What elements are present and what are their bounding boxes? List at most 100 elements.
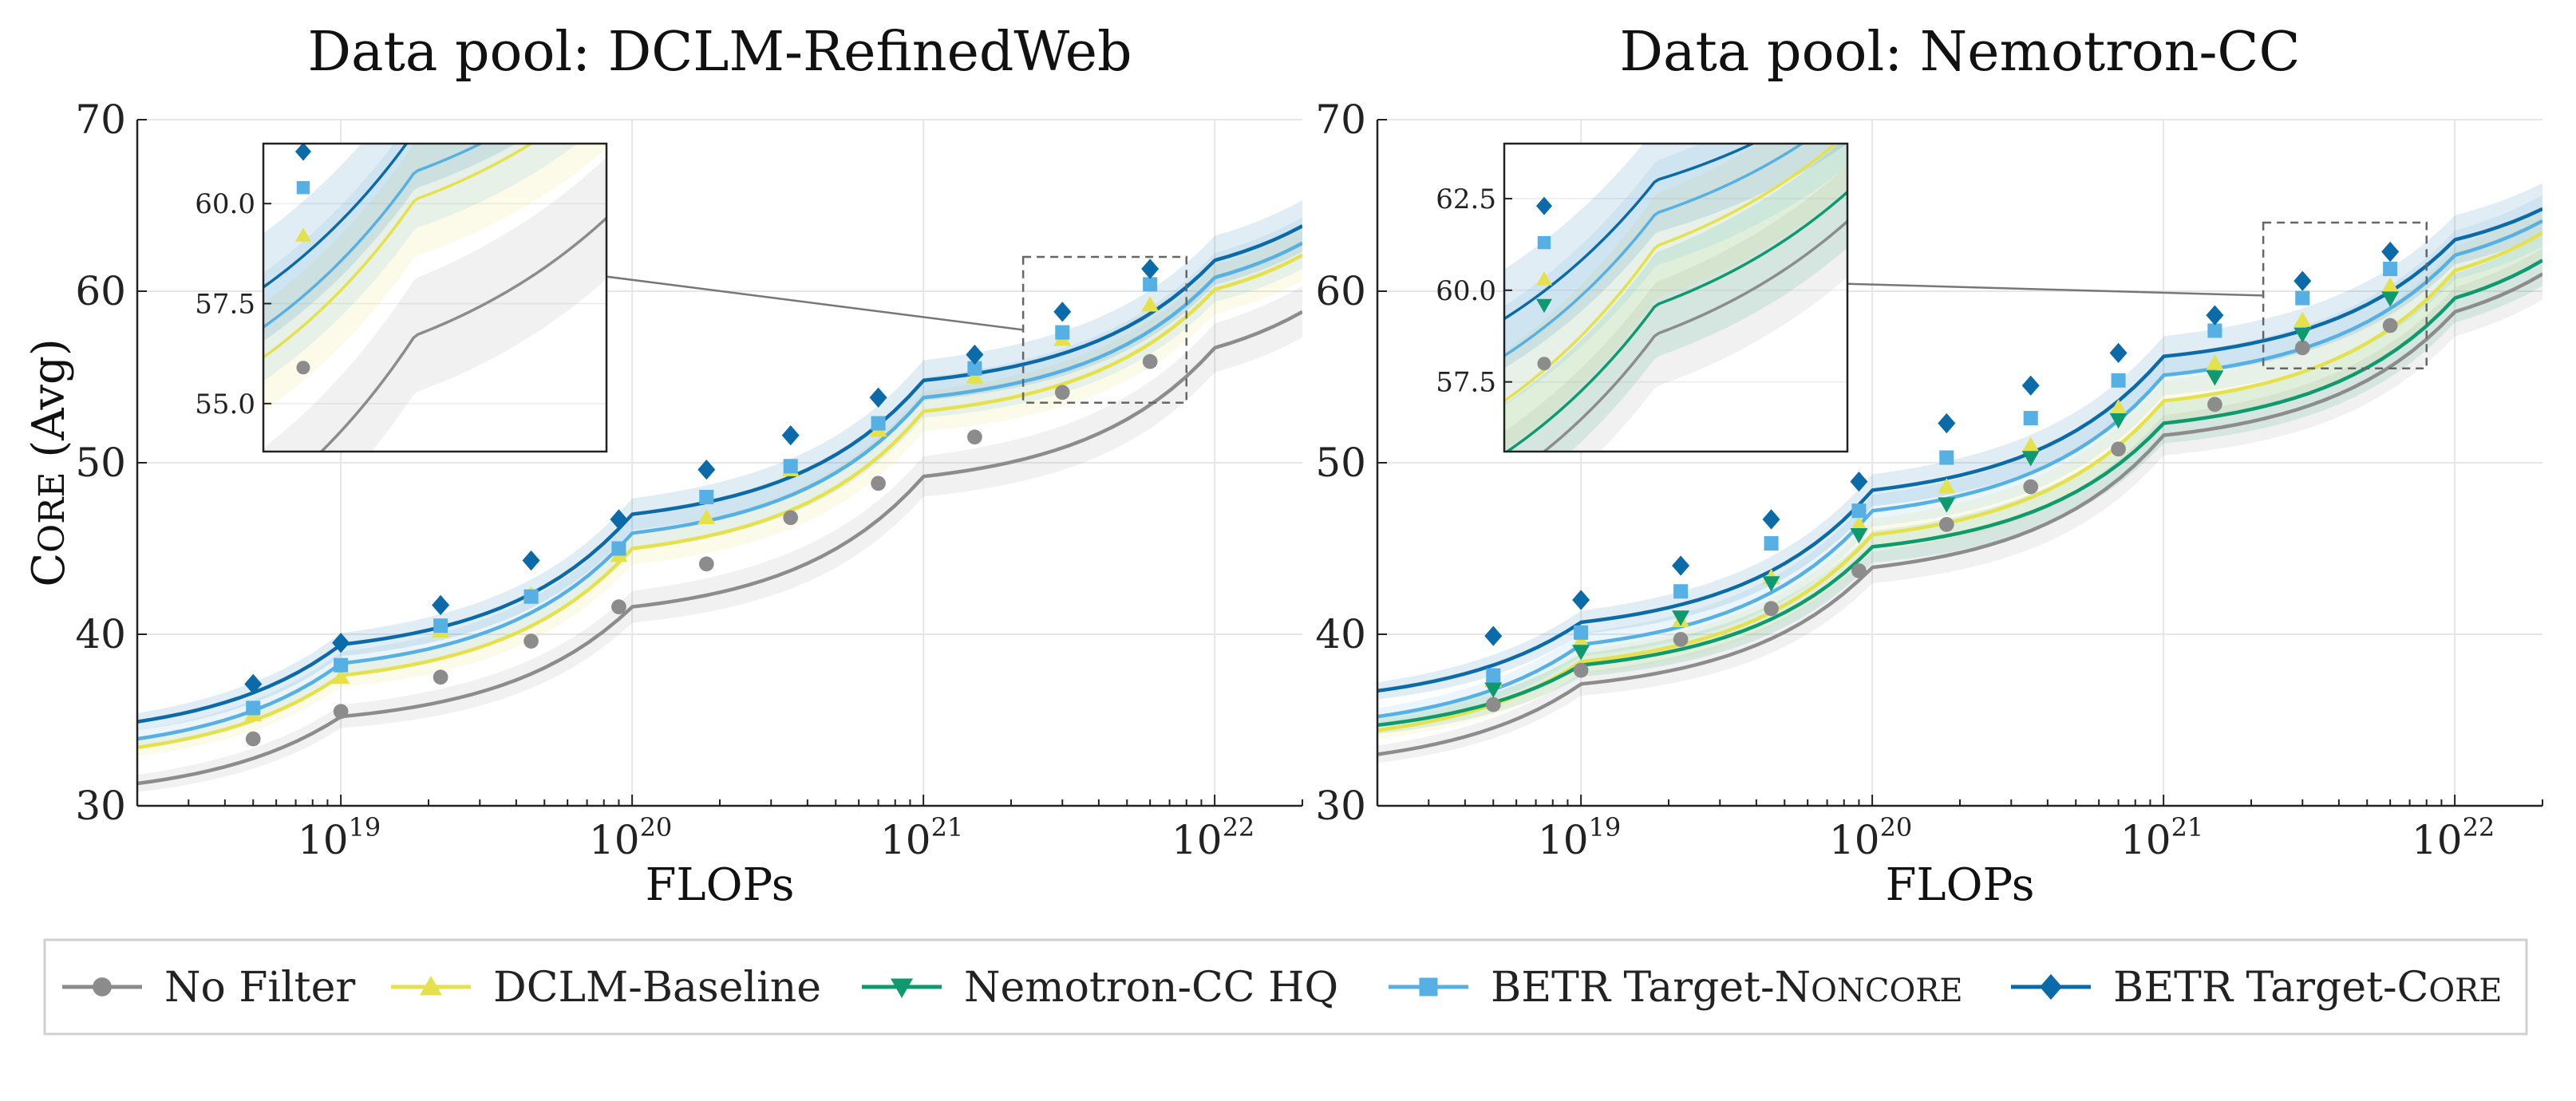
inset-y-tick-label: 57.5 — [1436, 367, 1496, 399]
y-tick-label: 70 — [75, 97, 126, 143]
data-point — [966, 368, 984, 384]
inset-fit-line — [1504, 191, 1847, 452]
data-point — [333, 704, 349, 720]
data-point — [433, 618, 448, 633]
inset-confidence-band — [1504, 165, 1847, 452]
x-tick-label: 1021 — [880, 812, 963, 863]
chart-panel-nemotron-cc: Data pool: Nemotron-CC 30 40 50 60 70 1019 102… — [1315, 21, 2543, 911]
fit-line — [137, 310, 1302, 786]
inset-fit-line — [263, 144, 409, 289]
inset-frame — [1503, 142, 1849, 453]
legend: No Filter DCLM-Baseline Nemotron-CC HQ BETR… — [43, 938, 2528, 1036]
tick-labels: 30 40 50 60 70 1019 1020 1021 1022 — [75, 97, 1254, 863]
data-point — [1574, 625, 1589, 640]
y-axis-label: CORE (Avg) — [23, 338, 75, 586]
y-tick-label: 70 — [1315, 97, 1366, 143]
fit-line — [1377, 219, 2542, 719]
data-point — [1142, 353, 1158, 369]
x-axis-label: FLOPs — [1886, 859, 2035, 911]
inset-frame — [262, 142, 608, 453]
data-point — [244, 673, 263, 694]
inset-fit-line — [263, 144, 484, 329]
legend-marker — [93, 977, 112, 996]
x-tick-label: 1020 — [589, 812, 672, 863]
data-point — [1485, 697, 1501, 712]
zoom-box — [606, 255, 1188, 404]
data-point — [783, 510, 799, 526]
data-point — [2207, 397, 2222, 412]
x-tick-label: 1020 — [1829, 812, 1912, 863]
data-point — [966, 344, 984, 365]
data-point — [2021, 436, 2040, 452]
data-point — [246, 700, 261, 716]
data-point — [1850, 472, 1868, 492]
y-tick-label: 50 — [1315, 440, 1366, 486]
data-point — [2023, 479, 2039, 495]
data-point — [1851, 563, 1867, 578]
data-point — [2381, 241, 2400, 262]
chart-title: Data pool: Nemotron-CC — [1620, 21, 2301, 84]
inset-data-point — [1537, 235, 1551, 250]
data-point — [697, 508, 716, 525]
inset-connector — [606, 275, 1024, 331]
inset-confidence-band — [263, 144, 516, 341]
inset-fit-line — [1504, 144, 1756, 321]
data-point — [1484, 682, 1503, 698]
inset: 55.0 57.5 60.0 — [195, 142, 608, 453]
inset-y-tick-label: 62.5 — [1436, 184, 1496, 215]
inset-data-point — [294, 144, 311, 161]
data-point — [2382, 318, 2398, 333]
inset-data-point — [296, 361, 310, 375]
legend-label: BETR Target-NONCORE — [1491, 964, 1963, 1012]
inset-y-tick-label: 60.0 — [1436, 275, 1496, 307]
inset-confidence-band — [1504, 144, 1847, 451]
data-point — [2206, 370, 2224, 386]
data-point — [2109, 413, 2128, 429]
inset-confidence-band — [263, 157, 606, 452]
data-point — [1850, 515, 1868, 531]
legend-label: DCLM-Baseline — [493, 964, 821, 1012]
fit-line — [137, 241, 1302, 741]
inset-data-point — [1535, 271, 1552, 286]
data-point — [2294, 340, 2310, 356]
inset-y-tick-label: 55.0 — [195, 389, 255, 420]
fit-line — [1377, 258, 2542, 728]
y-tick-label: 50 — [75, 440, 126, 486]
data-point — [1764, 536, 1779, 551]
data-point — [1143, 277, 1158, 292]
data-point — [1573, 662, 1589, 678]
data-point — [781, 424, 800, 446]
data-point — [1486, 668, 1501, 683]
inset-fit-line — [263, 144, 534, 359]
data-point — [1484, 625, 1503, 646]
x-tick-label: 1022 — [1171, 812, 1254, 863]
data-point — [432, 594, 450, 616]
axes — [1376, 119, 2543, 807]
x-tick-label: 1021 — [2120, 812, 2203, 863]
inset-y-tick-label: 57.5 — [195, 289, 255, 321]
fit-line — [137, 224, 1302, 724]
data-point — [1673, 632, 1689, 647]
data-point — [2021, 451, 2040, 467]
fit-lines — [1377, 207, 2542, 756]
y-tick-label: 60 — [75, 268, 126, 314]
data-point — [783, 459, 798, 474]
data-point — [523, 633, 539, 649]
data-point — [611, 599, 626, 614]
data-point — [2383, 262, 2398, 277]
chart-panel-dclm-refinedweb: Data pool: DCLM-RefinedWeb 30 40 50 60 70 101… — [23, 21, 1303, 911]
data-point — [2109, 342, 2128, 364]
inset: 57.5 60.0 62.5 — [1436, 142, 1849, 453]
x-tick-label: 1019 — [298, 812, 381, 863]
legend-label: Nemotron-CC HQ — [964, 964, 1338, 1012]
legend-entry: Nemotron-CC HQ — [862, 964, 1338, 1012]
data-point — [2109, 399, 2128, 415]
data-point — [1762, 576, 1780, 592]
data-point — [1762, 509, 1780, 530]
chart-title: Data pool: DCLM-RefinedWeb — [307, 21, 1132, 84]
data-point — [2381, 291, 2400, 307]
data-point — [1672, 610, 1690, 626]
data-point — [1054, 385, 1070, 401]
data-point — [2206, 305, 2224, 326]
